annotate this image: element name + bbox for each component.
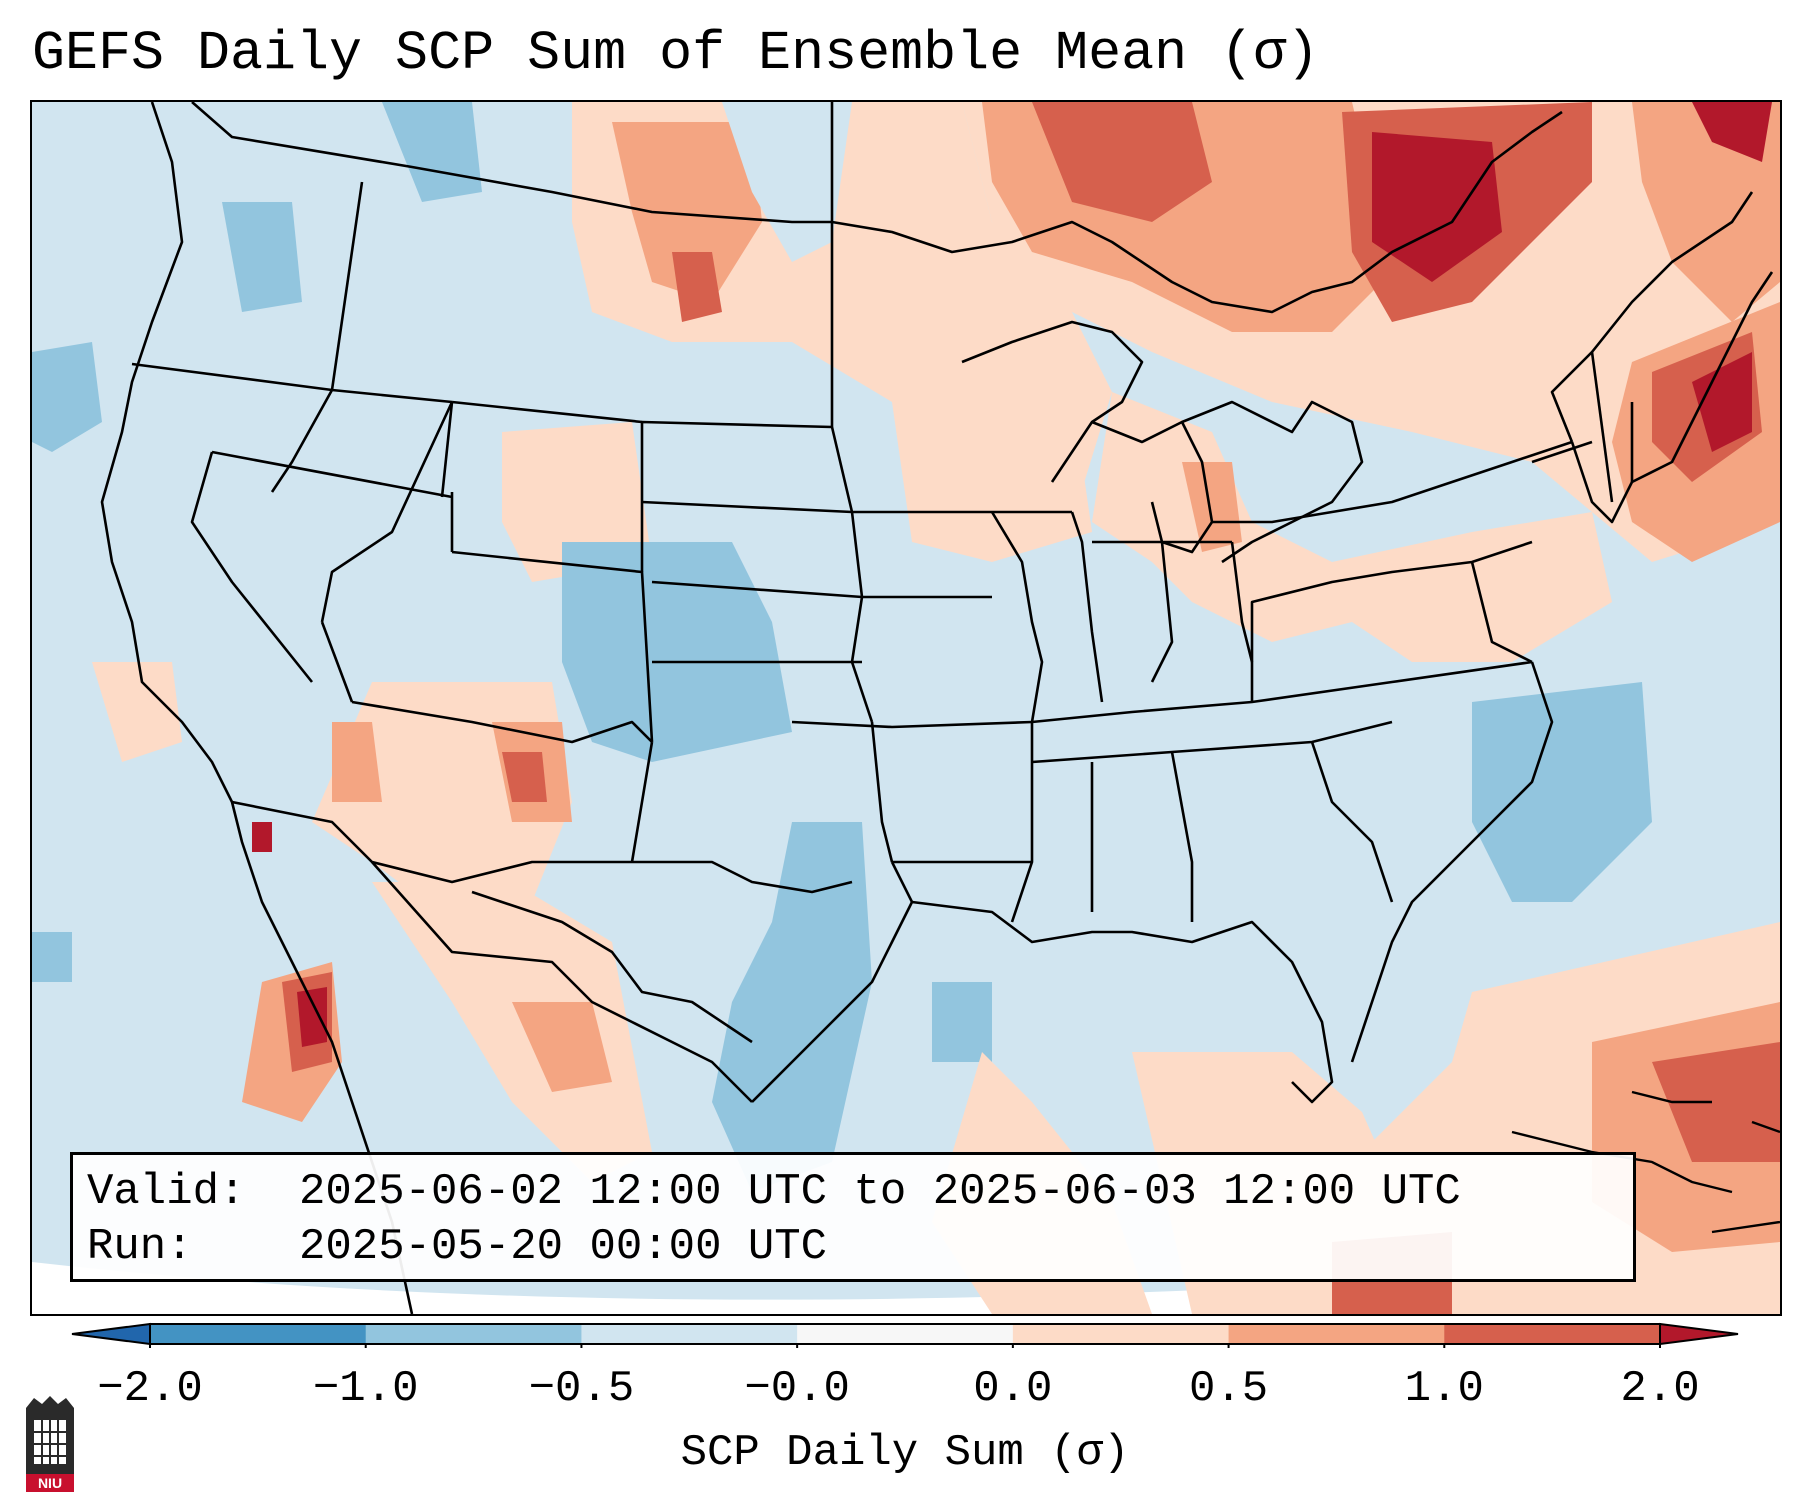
colorbar-bin — [1012, 1324, 1230, 1344]
colorbar-tick-label: −1.0 — [312, 1364, 419, 1414]
valid-value: 2025-06-02 12:00 UTC to 2025-06-03 12:00… — [299, 1167, 1461, 1217]
colorbar-tick-label: 0.0 — [973, 1364, 1053, 1414]
colorbar-tick-label: −0.0 — [744, 1364, 850, 1414]
valid-row: Valid: 2025-06-02 12:00 UTC to 2025-06-03… — [87, 1165, 1633, 1220]
anomaly-field — [32, 102, 1780, 1314]
colorbar-label: SCP Daily Sum (σ) — [680, 1428, 1130, 1478]
map-title: GEFS Daily SCP Sum of Ensemble Mean (σ) — [32, 22, 1320, 85]
colorbar-tick-label: 2.0 — [1620, 1364, 1700, 1414]
colorbar — [71, 1322, 1739, 1348]
state-borders — [100, 102, 1774, 1314]
colorbar-bin — [1444, 1324, 1661, 1344]
colorbar-bin — [581, 1324, 798, 1344]
colorbar-tick-label: 0.5 — [1188, 1364, 1269, 1414]
colorbar-bin — [365, 1324, 582, 1344]
colorbar-under-arrow — [71, 1322, 151, 1346]
run-row: Run: 2025-05-20 00:00 UTC — [87, 1220, 1633, 1275]
colorbar-bin — [797, 1324, 1014, 1344]
colorbar-bins — [71, 1322, 1739, 1348]
valid-run-info-box: Valid: 2025-06-02 12:00 UTC to 2025-06-03… — [70, 1152, 1636, 1282]
logo-banner — [26, 1474, 74, 1492]
colorbar-outline — [149, 1323, 1661, 1345]
colorbar-tick-label: −0.5 — [528, 1364, 635, 1414]
colorbar-tick-label: 1.0 — [1404, 1364, 1484, 1414]
map-panel: Valid: 2025-06-02 12:00 UTC to 2025-06-03… — [30, 100, 1782, 1316]
colorbar-over-arrow — [1659, 1322, 1739, 1346]
colorbar-bin — [1228, 1324, 1445, 1344]
colorbar-bin — [150, 1324, 367, 1344]
valid-label: Valid: — [87, 1167, 246, 1217]
colorbar-tick-label: −2.0 — [97, 1364, 203, 1414]
map-canvas — [32, 102, 1780, 1314]
niu-logo: NIU — [26, 1396, 74, 1492]
run-label: Run: — [87, 1222, 193, 1272]
run-value: 2025-05-20 00:00 UTC — [299, 1222, 828, 1272]
logo-text: NIU — [38, 1475, 62, 1491]
